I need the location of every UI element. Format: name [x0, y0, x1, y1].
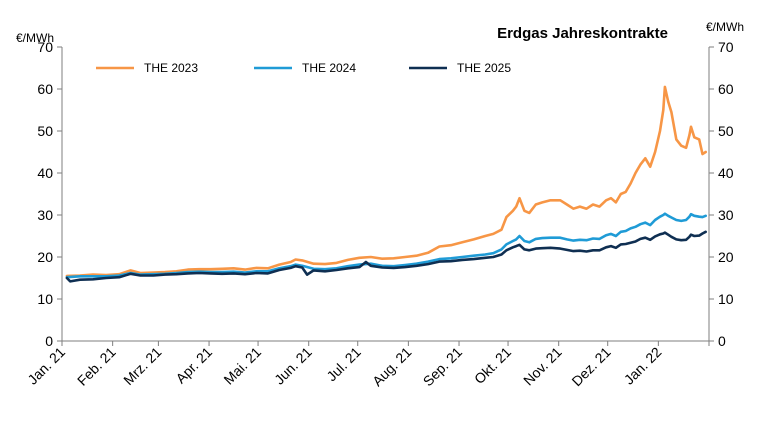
y-tick-label-right: 70 — [718, 39, 734, 55]
y-tick-label-left: 10 — [37, 291, 53, 307]
y-tick-label-left: 20 — [37, 249, 53, 265]
y-tick-label-left: 0 — [45, 333, 53, 349]
legend-label-2: THE 2024 — [302, 61, 356, 75]
x-tick-label: Okt. 21 — [471, 344, 514, 387]
y-tick-label-right: 10 — [718, 291, 734, 307]
x-tick-label: Mai. 21 — [220, 344, 264, 388]
series-line-2 — [65, 212, 708, 279]
x-tick-label: Jan. 22 — [621, 344, 665, 388]
y-tick-label-left: 40 — [37, 165, 53, 181]
x-ticks: Jan. 21 Feb. 21 Mrz. 21 Apr. 21 Mai. 21 Jun. … — [24, 341, 710, 390]
axes — [61, 47, 710, 342]
x-tick-label: Feb. 21 — [74, 344, 119, 389]
y-tick-label-left: 50 — [37, 123, 53, 139]
x-tick-label: Jan. 21 — [24, 344, 68, 388]
y-tick-label-right: 50 — [718, 123, 734, 139]
y-ticks-left: 0 10 20 30 40 50 60 70 — [37, 39, 62, 349]
x-tick-label: Sep. 21 — [420, 344, 466, 390]
y-tick-label-right: 20 — [718, 249, 734, 265]
series-line-1 — [65, 85, 708, 278]
y-axis-unit-left: €/MWh — [16, 31, 54, 45]
y-axis-unit-right: €/MWh — [706, 20, 744, 34]
x-tick-label: Jun. 21 — [271, 344, 315, 388]
x-tick-label: Aug. 21 — [369, 344, 415, 390]
y-tick-label-left: 70 — [37, 39, 53, 55]
y-tick-label-right: 0 — [718, 333, 726, 349]
legend-label-3: THE 2025 — [457, 61, 511, 75]
x-tick-label: Mrz. 21 — [120, 344, 164, 388]
y-tick-label-right: 60 — [718, 81, 734, 97]
x-tick-label: Jul. 21 — [323, 344, 364, 385]
y-tick-label-right: 30 — [718, 207, 734, 223]
y-ticks-right: 0 10 20 30 40 50 60 70 — [709, 39, 734, 349]
series-lines — [65, 85, 708, 283]
x-tick-label: Apr. 21 — [172, 344, 215, 387]
y-tick-label-left: 30 — [37, 207, 53, 223]
legend-label-1: THE 2023 — [144, 61, 198, 75]
x-tick-label: Nov. 21 — [520, 344, 565, 389]
y-tick-label-right: 40 — [718, 165, 734, 181]
y-tick-label-left: 60 — [37, 81, 53, 97]
chart-title: Erdgas Jahreskontrakte — [497, 25, 668, 42]
legend: THE 2023 THE 2024 THE 2025 — [96, 61, 511, 75]
series-line-3 — [65, 230, 708, 283]
x-tick-label: Dez. 21 — [568, 344, 614, 390]
